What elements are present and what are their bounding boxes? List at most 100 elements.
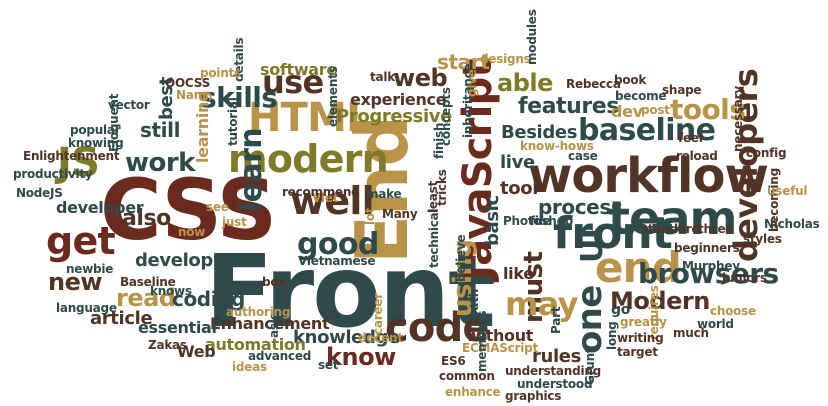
word-shape: shape — [662, 83, 702, 97]
word-post: post — [641, 103, 670, 117]
word-code: code — [385, 305, 490, 351]
word-become: become — [615, 89, 667, 103]
word-members: members — [475, 310, 489, 372]
word-experience: experience — [350, 90, 447, 109]
word-modern: modern — [228, 137, 389, 181]
word-understanding: understanding — [505, 364, 601, 378]
word-viet: Viet — [312, 191, 339, 205]
word-skills: skills — [200, 81, 278, 114]
word-automation: automation — [205, 335, 306, 354]
word-html: HTML — [248, 95, 372, 141]
word-still: still — [140, 118, 181, 142]
word-styles: styles — [743, 232, 782, 246]
word-book: book — [614, 73, 647, 87]
word-world: world — [697, 317, 734, 331]
word-decent: decent — [358, 331, 403, 345]
word-like: like — [503, 264, 534, 283]
word-productivity: productivity — [13, 167, 93, 181]
word-popular: popular — [70, 123, 121, 137]
word-now: now — [178, 225, 206, 239]
word-reload: reload — [676, 149, 718, 163]
word-start: start — [437, 50, 490, 74]
word-path: path — [467, 288, 481, 319]
word-many: Many — [382, 207, 418, 221]
word-know: know — [326, 343, 396, 371]
word-web: web — [393, 64, 448, 92]
word-know-hows: know-hows — [520, 139, 594, 153]
word-career: career — [371, 293, 385, 335]
word-rebecca: Rebecca — [566, 77, 621, 91]
word-grunt: Grunt — [583, 347, 597, 385]
word-features: features — [518, 94, 619, 119]
word-essential: essential — [138, 318, 217, 337]
word-talk: talk — [370, 70, 395, 84]
word-team: team — [608, 191, 737, 245]
word-progressive: Progressive — [336, 106, 452, 127]
word-finish: finish — [432, 122, 446, 159]
word-zakas: Zakas — [148, 338, 187, 352]
word-nam: Nam — [176, 88, 206, 102]
word-tricks: tricks — [435, 169, 449, 206]
word-vietnamese: Vietnamese — [298, 254, 376, 268]
word-get: get — [46, 219, 116, 263]
word-vector: vector — [108, 98, 150, 112]
word-ideas: ideas — [232, 360, 267, 374]
word-make: make — [366, 187, 402, 201]
word-besides: Besides — [501, 122, 578, 143]
word-greatly: greatly — [620, 315, 667, 329]
word-baseline: baseline — [578, 113, 716, 148]
word-technical: technical — [427, 208, 441, 268]
word-part: Part — [549, 306, 563, 334]
word-beginners: beginners — [674, 241, 740, 255]
word-process: process — [538, 195, 623, 219]
word-may: may — [505, 285, 579, 323]
word-front: front — [553, 208, 673, 259]
word-browsers: browsers — [638, 257, 779, 290]
word-config: config — [746, 146, 787, 160]
word-js: JS — [57, 140, 100, 186]
word-recommend: recommend — [282, 185, 360, 199]
word-ecmascript: ECMAScript — [462, 341, 538, 355]
word-live: live — [500, 152, 535, 173]
word-writing: writing — [617, 331, 664, 345]
word-enhancement: Enhancement — [210, 314, 330, 333]
word-becoming: becoming — [767, 168, 781, 232]
word-newbie: newbie — [66, 262, 114, 276]
word-designs: designs — [480, 52, 531, 66]
word-basic: basic — [482, 195, 503, 246]
word-able: able — [497, 69, 553, 97]
word-much: much — [673, 326, 709, 340]
word-modern: Modern — [610, 287, 710, 315]
word-end: end — [595, 243, 682, 292]
word-photoshop: Photoshop — [503, 214, 573, 228]
word-file: file — [530, 214, 551, 228]
word-choose: choose — [710, 304, 756, 318]
word-graphics: graphics — [505, 389, 562, 403]
word-points: points — [200, 66, 241, 80]
word-tutorial: tutorial — [226, 97, 240, 146]
word-workflow: workflow — [528, 148, 769, 204]
word-just: just — [222, 215, 247, 229]
word-box: box — [262, 275, 286, 289]
word-useful: useful — [767, 184, 808, 198]
word-eloquent: Eloquent — [107, 93, 121, 152]
word-learn: learn — [234, 127, 269, 212]
word-tool: tool — [500, 178, 539, 199]
word-elements: elements — [326, 66, 340, 127]
word-ask: ask — [267, 315, 281, 338]
word-use: use — [262, 63, 324, 101]
word-dev: dev — [611, 102, 643, 121]
word-without: without — [466, 326, 534, 345]
word-software: software — [260, 60, 337, 79]
word-knows: knows — [150, 284, 192, 298]
word-oocss: OOCSS — [165, 76, 210, 90]
word-read: read — [116, 284, 176, 312]
word-nodejs: NodeJS — [16, 186, 63, 200]
word-css: CSS — [100, 161, 277, 259]
word-good: good — [297, 227, 379, 262]
word-standard: standard — [641, 222, 700, 236]
word-understood: understood — [517, 377, 593, 391]
word-tools: tools — [670, 93, 746, 126]
word-juniors: juniors — [722, 271, 767, 285]
